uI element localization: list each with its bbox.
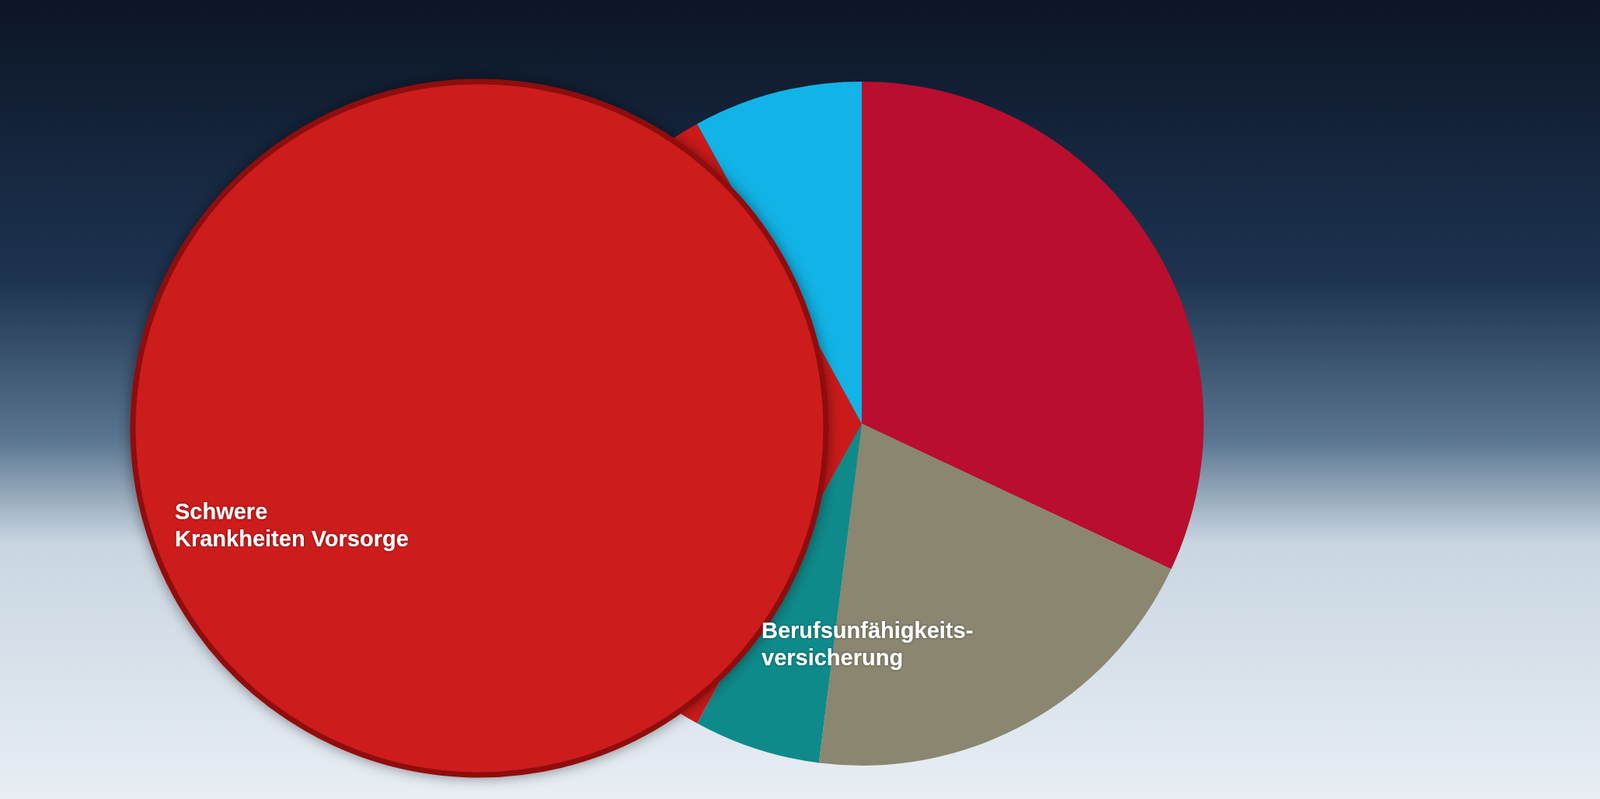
- svg-text:versicherung: versicherung: [761, 644, 903, 670]
- svg-text:Schwere: Schwere: [174, 498, 268, 524]
- svg-text:Berufsunfähigkeits-: Berufsunfähigkeits-: [761, 617, 973, 643]
- svg-text:Krankheiten Vorsorge: Krankheiten Vorsorge: [174, 526, 409, 551]
